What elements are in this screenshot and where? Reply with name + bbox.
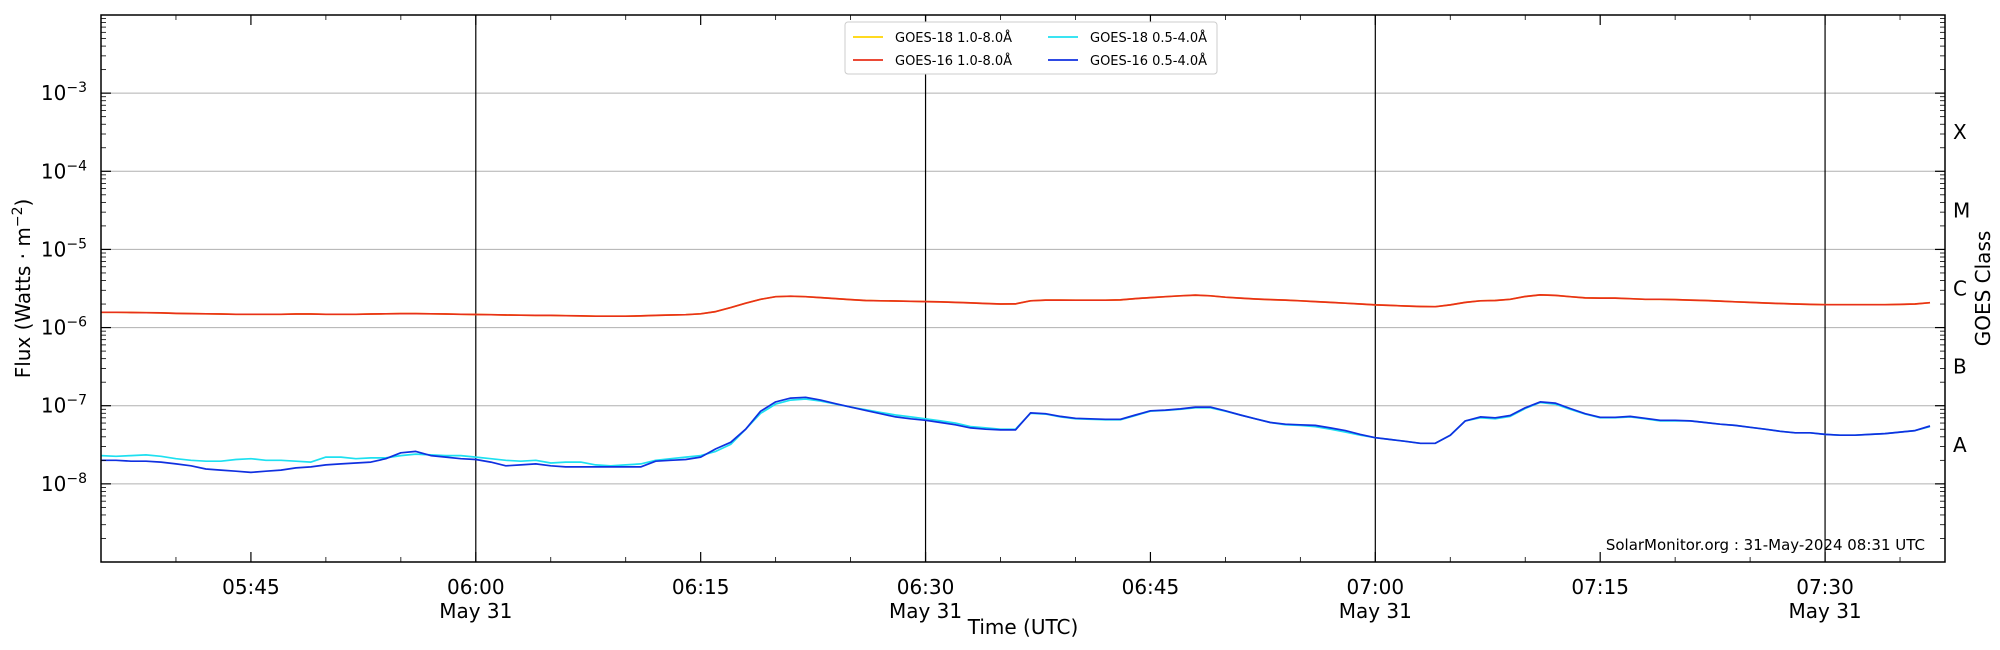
y-tick-label: 10−4 [41,158,87,183]
y-tick-base: 10 [41,316,66,340]
y-tick-base: 10 [41,237,66,261]
y-tick-exponent: −8 [66,471,87,487]
legend-box [844,21,1218,75]
legend-label: GOES-16 1.0-8.0Å [895,53,1012,69]
series-line [101,294,1931,318]
legend-label: GOES-18 0.5-4.0Å [1090,30,1207,46]
vertical-lines-layer [475,15,1826,562]
legend-items: GOES-18 1.0-8.0Å GOES-18 0.5-4.0Å GOES-16 … [853,30,1207,69]
y-tick-exponent: −6 [66,315,87,331]
legend-label: GOES-18 1.0-8.0Å [895,30,1012,46]
x-tick-label: 06:30 [897,575,955,599]
y-axis-title: Flux (Watts · m−2) [10,199,35,379]
y-tick-label: 10−3 [41,80,87,105]
goes-class-label: X [1953,120,1967,144]
legend: GOES-18 1.0-8.0Å GOES-18 0.5-4.0Å GOES-16 … [844,21,1218,75]
grid-layer [101,92,1945,485]
y-axis-title-main: Flux (Watts · m [11,227,35,378]
x-tick-date-label: May 31 [439,599,512,623]
tick-layer [100,15,1945,562]
x-tick-label: 07:00 [1346,575,1404,599]
x-tick-label: 05:45 [222,575,280,599]
y-tick-label: 10−8 [41,471,87,496]
legend-label: GOES-16 0.5-4.0Å [1090,53,1207,69]
y-tick-base: 10 [41,159,66,183]
series-layer [100,294,1931,474]
x-tick-label: 06:00 [447,575,505,599]
plot-frame [100,14,1946,563]
goes-class-label: C [1953,277,1967,301]
x-tick-date-label: May 31 [889,599,962,623]
goes-class-axis-title: GOES Class [1971,231,1995,347]
goes-class-label: M [1953,198,1970,222]
y-tick-label: 10−6 [41,315,87,340]
x-tick-date-label: May 31 [1788,599,1861,623]
y-tick-labels: 10−810−710−610−510−410−3 [41,80,87,496]
y-axis-title-exponent: −2 [10,207,26,228]
x-tick-label: 06:15 [672,575,730,599]
y-tick-base: 10 [41,81,66,105]
goes-class-label: A [1953,433,1967,457]
x-tick-label: 06:45 [1122,575,1180,599]
x-tick-label: 07:30 [1796,575,1854,599]
goes-class-label: B [1953,355,1967,379]
y-axis-title-close: ) [11,199,35,207]
y-tick-label: 10−5 [41,236,87,261]
y-tick-exponent: −7 [66,393,87,409]
y-tick-base: 10 [41,472,66,496]
series-line [101,396,1931,474]
series-line [100,398,1931,467]
y-tick-exponent: −4 [66,158,87,174]
y-tick-exponent: −3 [66,80,87,96]
x-tick-date-label: May 31 [1339,599,1412,623]
goes-class-labels: X M C B A [1953,120,1970,457]
credit-text: SolarMonitor.org : 31-May-2024 08:31 UTC [1606,536,1925,554]
x-axis-title: Time (UTC) [967,615,1079,639]
series-line [101,294,1931,318]
x-tick-label: 07:15 [1571,575,1629,599]
y-tick-base: 10 [41,394,66,418]
y-tick-label: 10−7 [41,393,87,418]
y-tick-exponent: −5 [66,236,87,252]
